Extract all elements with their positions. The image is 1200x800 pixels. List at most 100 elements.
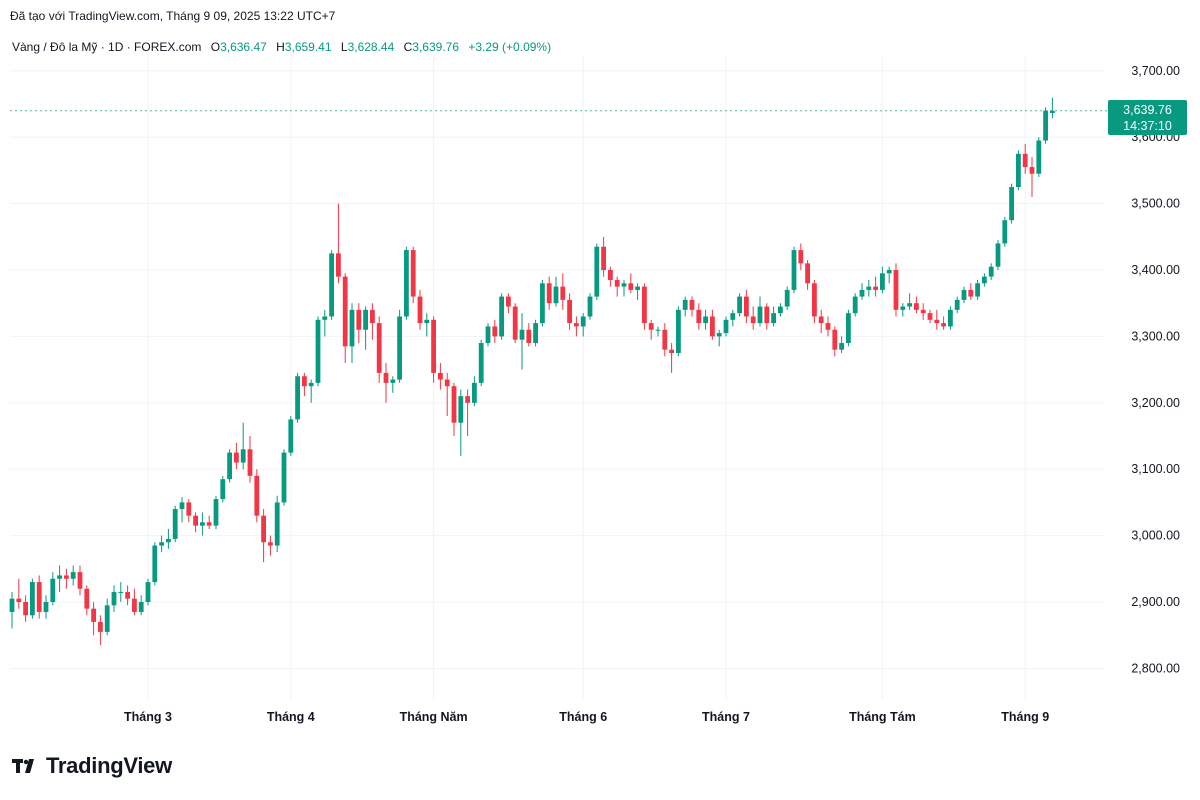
candle-body: [322, 316, 328, 320]
candle-body: [635, 286, 640, 290]
candle-body: [485, 326, 491, 344]
candle: [104, 598, 110, 636]
candle-body: [512, 306, 518, 340]
candle: [846, 309, 851, 347]
candle: [288, 416, 294, 456]
candle: [805, 260, 810, 290]
tradingview-logo-icon: [12, 759, 34, 773]
candle: [179, 497, 185, 523]
candle: [451, 382, 457, 436]
candle-body: [444, 379, 450, 387]
candle-body: [601, 246, 606, 270]
candle: [342, 273, 348, 363]
candle: [1036, 137, 1042, 178]
high-value: 3,659.41: [284, 40, 332, 54]
candle-body: [975, 283, 980, 297]
candle: [247, 436, 253, 483]
candle-body: [805, 263, 810, 284]
candle: [227, 449, 232, 483]
candle: [730, 309, 736, 327]
candle: [982, 273, 987, 287]
tradingview-brand[interactable]: TradingView: [12, 753, 172, 779]
candle-body: [206, 522, 212, 526]
candle-body: [315, 319, 321, 383]
x-axis[interactable]: Tháng 3 Tháng 4 Tháng Năm Tháng 6 Tháng 7 Thá…: [124, 710, 1049, 724]
candle-body: [70, 572, 76, 579]
x-tick-label: Tháng 9: [1001, 710, 1049, 724]
candle-body: [914, 303, 919, 310]
candle: [893, 263, 899, 317]
candle: [186, 499, 192, 523]
candle: [458, 389, 464, 456]
candle: [791, 246, 797, 294]
candle-body: [825, 323, 831, 330]
candle-body: [676, 309, 681, 353]
candle: [560, 273, 566, 310]
candle: [261, 509, 266, 563]
candle-body: [376, 323, 382, 373]
candle: [213, 495, 219, 529]
candle-body: [492, 326, 498, 337]
candle-body: [642, 286, 647, 324]
candle: [662, 323, 668, 357]
candle: [961, 286, 967, 304]
candle: [336, 203, 341, 284]
candle-body: [302, 376, 307, 387]
candle-body: [91, 608, 96, 622]
candle: [839, 336, 844, 353]
close-value: 3,639.76: [412, 40, 460, 54]
candle: [410, 246, 416, 304]
candle: [1050, 97, 1055, 119]
candle: [1043, 107, 1048, 144]
candle: [546, 276, 552, 310]
low-value: 3,628.44: [347, 40, 395, 54]
candle-body: [540, 283, 545, 324]
candle: [499, 293, 504, 340]
candle-body: [696, 309, 702, 324]
candle-body: [261, 515, 266, 543]
candle-body: [628, 283, 634, 290]
candle: [764, 303, 770, 330]
candle: [757, 296, 763, 327]
candle-body: [213, 499, 219, 526]
change-value: +3.29 (+0.09%): [468, 40, 552, 54]
candle-body: [784, 289, 790, 307]
candle: [152, 542, 158, 586]
candle-body: [866, 286, 872, 290]
candle: [43, 595, 49, 619]
candle-body: [227, 452, 232, 480]
candle: [655, 326, 661, 337]
candle: [193, 512, 198, 533]
candle-body: [567, 299, 572, 324]
candle: [723, 316, 729, 337]
candle: [1016, 150, 1021, 191]
candle-body: [832, 329, 838, 350]
candle: [1002, 216, 1008, 247]
candle-body: [519, 329, 525, 340]
candle: [57, 565, 62, 593]
candle-body: [138, 602, 144, 612]
candle: [70, 565, 76, 586]
last-price-tag: 3,639.76 14:37:10: [1108, 100, 1187, 135]
candle-body: [472, 382, 477, 403]
x-tick-label: Tháng 6: [559, 710, 607, 724]
candle: [390, 376, 396, 393]
candle-body: [410, 250, 416, 297]
candle: [608, 266, 613, 287]
y-tick-label: 3,100.00: [1131, 462, 1180, 476]
candle: [145, 578, 151, 606]
candle-body: [9, 598, 15, 612]
candle: [404, 246, 409, 320]
candle-body: [737, 296, 742, 314]
y-axis[interactable]: 2,800.00 2,900.00 3,000.00 3,100.00 3,200.00…: [1131, 64, 1180, 676]
candle: [417, 289, 423, 330]
candle-body: [526, 329, 532, 344]
candle-body: [968, 289, 974, 297]
candle: [920, 303, 926, 320]
y-tick-label: 3,400.00: [1131, 263, 1180, 277]
open-value: 3,636.47: [220, 40, 267, 54]
candle-body: [424, 319, 430, 324]
candle-body: [57, 575, 62, 579]
candle-body: [308, 382, 314, 387]
